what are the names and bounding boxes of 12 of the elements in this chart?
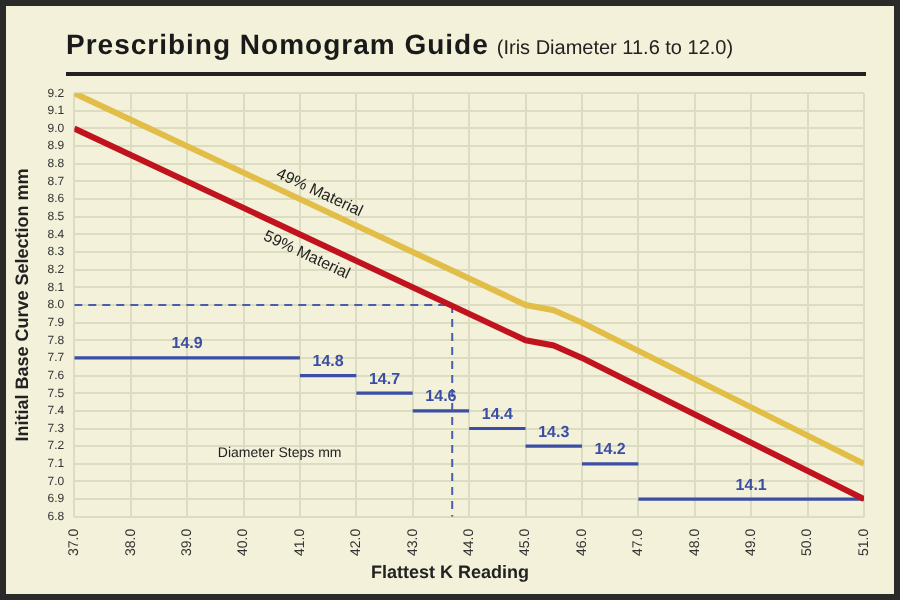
series-label: 14.8	[312, 351, 345, 370]
series-label: 14.9	[171, 334, 204, 353]
chart-title: Prescribing Nomogram Guide	[66, 28, 489, 60]
series-label: 14.6	[425, 387, 458, 406]
chart-subtitle: (Iris Diameter 11.6 to 12.0)	[496, 38, 734, 60]
series-label: 14.2	[594, 440, 627, 459]
series-label: 14.3	[538, 422, 571, 441]
x-axis-title: Flattest K Reading	[368, 562, 531, 582]
series-label: 14.7	[368, 369, 402, 388]
y-axis-title: Initial Base Curve Selection mm	[11, 168, 32, 442]
series-label: 14.1	[735, 475, 768, 494]
series-label: 14.4	[481, 404, 515, 423]
